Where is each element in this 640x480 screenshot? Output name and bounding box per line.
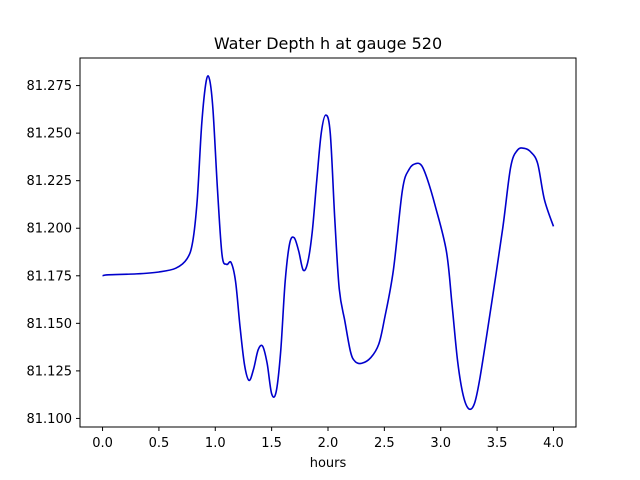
chart-title: Water Depth h at gauge 520 [214, 34, 442, 53]
x-axis: 0.0 0.5 1.0 1.5 2.0 2.5 3.0 3.5 4.0 [92, 427, 564, 451]
plot-area [79, 57, 577, 428]
y-tick-label: 81.225 [27, 174, 73, 189]
x-tick-label: 0.5 [149, 436, 170, 451]
x-tick-label: 2.5 [374, 436, 395, 451]
x-tick-label: 4.0 [543, 436, 564, 451]
x-tick-label: 1.0 [205, 436, 226, 451]
x-axis-label: hours [310, 456, 347, 471]
y-tick-label: 81.175 [27, 269, 73, 284]
y-tick-label: 81.275 [27, 79, 73, 94]
y-tick-label: 81.150 [27, 317, 73, 332]
y-tick-label: 81.100 [27, 412, 73, 427]
y-tick-label: 81.250 [27, 127, 73, 142]
y-axis: 81.100 81.125 81.150 81.175 81.200 81.225 81.2… [27, 79, 80, 427]
x-tick-label: 0.0 [92, 436, 113, 451]
x-tick-label: 3.0 [430, 436, 451, 451]
x-tick-label: 2.0 [318, 436, 339, 451]
x-tick-label: 1.5 [261, 436, 282, 451]
y-tick-label: 81.125 [27, 364, 73, 379]
plot-frame [79, 57, 577, 428]
x-tick-label: 3.5 [487, 436, 508, 451]
series-line-0 [102, 74, 555, 411]
y-tick-label: 81.200 [27, 222, 73, 237]
